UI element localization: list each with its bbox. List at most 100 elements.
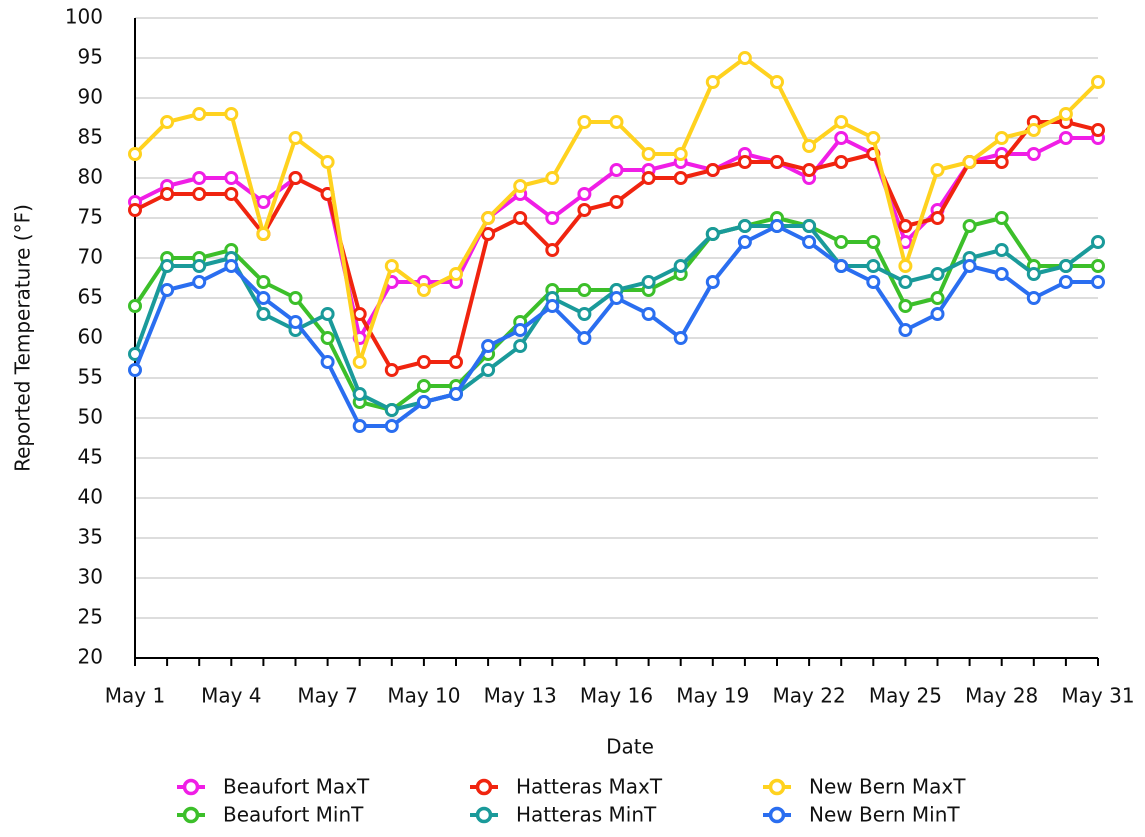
- data-point: [384, 419, 399, 433]
- y-tick-label: 100: [65, 5, 103, 29]
- data-point: [192, 259, 207, 273]
- x-tick-label: May 7: [297, 684, 357, 708]
- y-tick-label: 45: [78, 445, 103, 469]
- data-point: [962, 219, 977, 233]
- series-line: [133, 224, 1100, 412]
- data-point: [256, 291, 271, 305]
- y-tick-label: 80: [78, 165, 103, 189]
- data-point: [256, 227, 271, 241]
- data-point: [577, 331, 592, 345]
- data-point: [737, 51, 752, 65]
- data-point: [416, 379, 431, 393]
- data-point: [416, 283, 431, 297]
- data-point: [1058, 107, 1073, 121]
- y-tick-label: 50: [78, 405, 103, 429]
- data-point: [1058, 275, 1073, 289]
- data-point: [930, 267, 945, 281]
- x-tick-label: May 28: [965, 684, 1038, 708]
- data-point: [898, 259, 913, 273]
- data-point: [481, 363, 496, 377]
- data-point: [834, 235, 849, 249]
- data-point: [384, 259, 399, 273]
- legend-marker: [768, 806, 786, 824]
- legend-marker: [475, 806, 493, 824]
- x-tick-label: May 19: [676, 684, 749, 708]
- data-point: [1026, 147, 1041, 161]
- data-point: [160, 187, 175, 201]
- data-point: [577, 307, 592, 321]
- data-point: [128, 299, 142, 313]
- data-point: [128, 363, 142, 377]
- data-point: [834, 115, 849, 129]
- data-point: [834, 155, 849, 169]
- legend-marker: [475, 778, 493, 796]
- y-axis-title: Reported Temperature (°F): [11, 204, 35, 472]
- y-tick-label: 25: [78, 605, 103, 629]
- data-point: [545, 211, 560, 225]
- data-point: [737, 219, 752, 233]
- data-point: [192, 171, 207, 185]
- data-point: [128, 203, 142, 217]
- data-point: [160, 283, 175, 297]
- y-tick-label: 70: [78, 245, 103, 269]
- data-point: [288, 291, 303, 305]
- data-point: [545, 299, 560, 313]
- data-point: [449, 355, 463, 369]
- data-point: [962, 259, 977, 273]
- y-tick-label: 75: [78, 205, 103, 229]
- data-point: [160, 259, 175, 273]
- data-point: [320, 331, 335, 345]
- data-point: [705, 275, 720, 289]
- data-point: [449, 387, 463, 401]
- legend-label: New Bern MinT: [809, 803, 960, 827]
- data-point: [737, 155, 752, 169]
- x-tick-label: May 10: [387, 684, 460, 708]
- data-point: [224, 187, 239, 201]
- data-point: [352, 387, 367, 401]
- data-point: [513, 339, 528, 353]
- data-point: [641, 275, 656, 289]
- data-point: [128, 147, 142, 161]
- data-point: [1091, 259, 1105, 273]
- y-tick-label: 30: [78, 565, 103, 589]
- data-point: [481, 211, 496, 225]
- data-point: [930, 163, 945, 177]
- y-tick-label: 35: [78, 525, 103, 549]
- data-point: [416, 355, 431, 369]
- data-point: [609, 163, 624, 177]
- data-point: [770, 219, 784, 233]
- y-tick-label: 60: [78, 325, 103, 349]
- data-point: [641, 147, 656, 161]
- data-point: [673, 259, 688, 273]
- y-tick-label: 65: [78, 285, 103, 309]
- data-point: [1091, 123, 1105, 137]
- data-point: [1026, 291, 1041, 305]
- x-tick-label: May 1: [105, 684, 165, 708]
- x-tick-label: May 16: [580, 684, 653, 708]
- data-point: [962, 155, 977, 169]
- data-point: [737, 235, 752, 249]
- data-point: [609, 195, 624, 209]
- data-point: [609, 291, 624, 305]
- data-point: [898, 275, 913, 289]
- data-point: [866, 259, 881, 273]
- data-point: [641, 171, 656, 185]
- data-point: [994, 243, 1009, 257]
- data-point: [224, 107, 239, 121]
- data-point: [288, 171, 303, 185]
- legend-marker: [768, 778, 786, 796]
- series-line: [133, 216, 1098, 412]
- data-point: [1058, 131, 1073, 145]
- data-point: [384, 363, 399, 377]
- data-point: [673, 171, 688, 185]
- data-point: [1026, 123, 1041, 137]
- data-point: [770, 155, 784, 169]
- x-tick-label: May 13: [484, 684, 557, 708]
- series-line: [133, 224, 1098, 428]
- data-point: [834, 259, 849, 273]
- data-point: [994, 267, 1009, 281]
- data-point: [513, 211, 528, 225]
- x-tick-label: May 4: [201, 684, 261, 708]
- data-point: [352, 307, 367, 321]
